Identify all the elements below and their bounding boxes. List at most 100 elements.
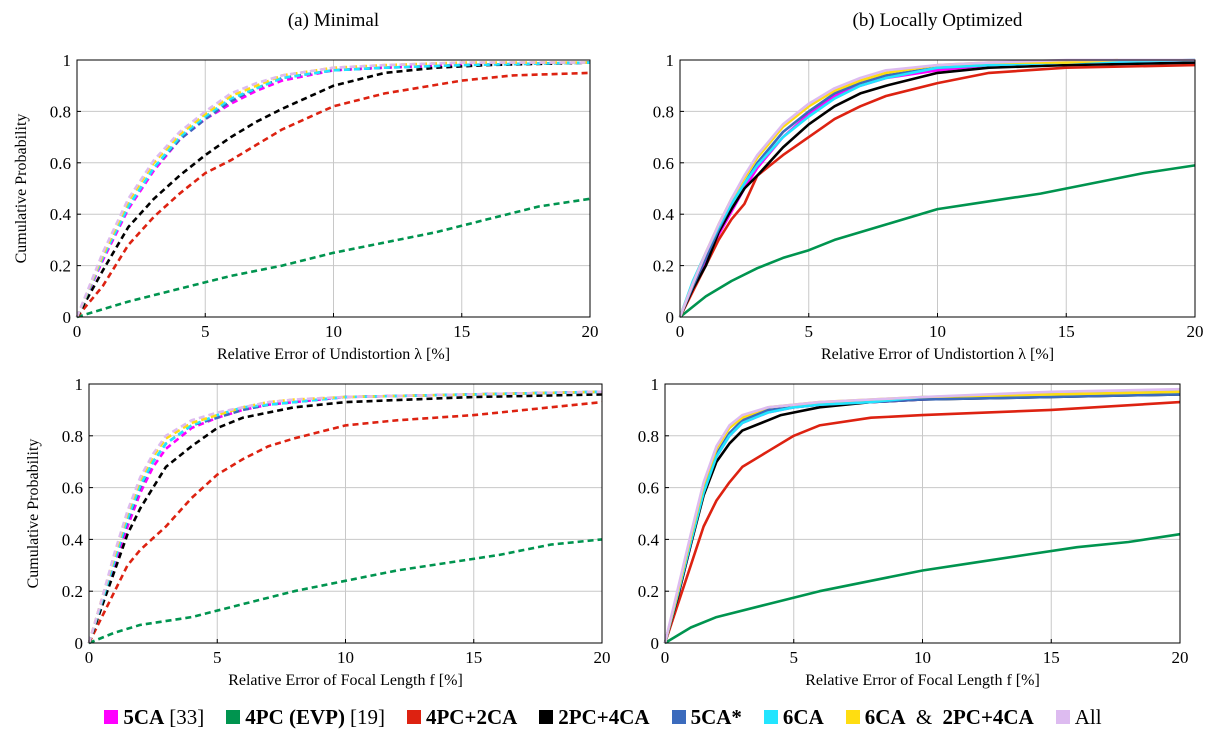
series-line-4pc-2ca <box>678 63 1196 318</box>
series-line-4pc-2ca <box>87 400 603 644</box>
x-axis-label: Relative Error of Focal Length f [%] <box>228 672 463 689</box>
legend-item-5ca: 5CA [33] <box>104 705 204 730</box>
y-tick-label: 1 <box>651 375 660 394</box>
x-tick-label: 5 <box>790 648 799 667</box>
x-tick-label: 0 <box>661 648 670 667</box>
y-tick-label: 0.8 <box>653 102 674 121</box>
legend-item-6ca-and-2pc-4ca: 6CA & 2PC+4CA <box>845 704 1034 730</box>
y-tick-label: 0.6 <box>62 479 83 498</box>
legend-label-2: 2PC+4CA <box>942 704 1034 729</box>
legend-item-2pc-4ca: 2PC+4CA <box>539 705 650 730</box>
legend-swatch <box>763 710 778 724</box>
legend-ref: [33] <box>169 704 205 729</box>
legend-item-6ca: 6CA <box>763 704 824 730</box>
y-tick-label: 0.4 <box>638 530 660 549</box>
x-tick-label: 15 <box>1043 648 1060 667</box>
panel-title: (a) Minimal <box>288 10 379 31</box>
y-tick-label: 0.4 <box>653 205 675 224</box>
panel-d-optimized-focal-length: 0 5 10 15 20 0 0.2 0.4 0.6 0.8 1 Relative Error of … <box>638 375 1189 689</box>
legend-swatch <box>845 710 860 724</box>
legend-label: 6CA <box>782 704 824 729</box>
x-axis-label: Relative Error of Focal Length f [%] <box>805 672 1040 689</box>
series-line-4pc-evp- <box>664 532 1181 645</box>
legend-label: 4PC+2CA <box>425 704 518 729</box>
series-line-4pc-evp- <box>88 538 603 645</box>
legend-item-4pc-2ca: 4PC+2CA <box>406 704 518 730</box>
y-tick-label: 0.4 <box>50 205 72 224</box>
series-line-2pc-4ca <box>678 61 1196 318</box>
legend-ampersand: & <box>910 704 938 729</box>
x-tick-label: 5 <box>805 322 814 341</box>
x-tick-label: 5 <box>201 322 210 341</box>
series-line-4pc-2ca <box>76 71 591 318</box>
legend: 5CA [33] 4PC (EVP) [19] 4PC+2CA 2PC+4CA … <box>0 703 1206 731</box>
panel-title: (b) Locally Optimized <box>853 10 1023 31</box>
x-tick-label: 15 <box>1058 322 1075 341</box>
y-tick-label: 0 <box>651 634 660 653</box>
legend-label: 5CA <box>123 704 165 729</box>
series-line-all <box>678 58 1195 318</box>
series-line-6ca <box>87 390 603 644</box>
legend-item-all: All <box>1055 704 1102 730</box>
series-line-all <box>663 387 1181 644</box>
y-tick-label: 0.2 <box>638 582 659 601</box>
x-axis-label: Relative Error of Undistortion λ [%] <box>217 346 450 363</box>
y-axis-label: Cumulative Probability <box>13 114 30 264</box>
x-axis-label: Relative Error of Undistortion λ [%] <box>821 346 1054 363</box>
panel-c-minimal-focal-length: 0 5 10 15 20 0 0.2 0.4 0.6 0.8 1 Relative Error of … <box>25 375 611 689</box>
y-tick-label: 0.2 <box>62 582 83 601</box>
y-tick-label: 1 <box>63 51 72 70</box>
panel-a-minimal-undistortion: 0 5 10 15 20 0 0.2 0.4 0.6 0.8 1 Relative Error of … <box>13 10 599 363</box>
legend-item-4pc-evp: 4PC (EVP) [19] <box>226 705 385 730</box>
y-tick-label: 0.2 <box>653 257 674 276</box>
series-line-2pc-4ca <box>75 61 591 318</box>
legend-swatch <box>406 710 421 724</box>
y-axis-label: Cumulative Probability <box>25 439 42 589</box>
y-tick-label: 0.8 <box>50 102 71 121</box>
x-tick-label: 20 <box>1187 322 1204 341</box>
series-line-4pc-evp- <box>76 197 591 319</box>
series-line-4pc-evp- <box>679 164 1196 319</box>
y-tick-label: 0.2 <box>50 257 71 276</box>
series-line-6ca <box>75 61 591 318</box>
legend-swatch <box>226 710 241 724</box>
legend-label: 6CA <box>864 704 906 729</box>
legend-swatch <box>671 710 686 724</box>
legend-ref: [19] <box>349 704 385 729</box>
series-line-2pc-4ca <box>87 393 603 644</box>
y-tick-label: 1 <box>75 375 84 394</box>
legend-swatch <box>104 710 119 724</box>
x-tick-label: 15 <box>465 648 482 667</box>
legend-label: All <box>1074 704 1102 729</box>
legend-label: 4PC (EVP) <box>245 704 345 729</box>
y-tick-label: 1 <box>666 51 675 70</box>
series-line-all <box>75 61 590 318</box>
x-tick-label: 20 <box>1172 648 1189 667</box>
panel-b-optimized-undistortion: 0 5 10 15 20 0 0.2 0.4 0.6 0.8 1 Relative Error of … <box>653 10 1204 363</box>
y-tick-label: 0.8 <box>638 427 659 446</box>
y-tick-label: 0.4 <box>62 530 84 549</box>
x-tick-label: 15 <box>453 322 470 341</box>
x-tick-label: 20 <box>594 648 611 667</box>
y-tick-label: 0.6 <box>638 479 659 498</box>
x-tick-label: 10 <box>325 322 342 341</box>
legend-swatch <box>539 710 554 724</box>
x-tick-label: 20 <box>582 322 599 341</box>
y-tick-label: 0.8 <box>62 427 83 446</box>
series-line-all <box>87 390 603 644</box>
x-tick-label: 0 <box>73 322 82 341</box>
legend-swatch <box>1055 710 1070 724</box>
y-tick-label: 0.6 <box>653 154 674 173</box>
y-tick-label: 0 <box>75 634 84 653</box>
y-tick-label: 0 <box>666 308 675 327</box>
y-tick-label: 0 <box>63 308 72 327</box>
y-tick-label: 0.6 <box>50 154 71 173</box>
legend-item-5ca-star: 5CA* <box>671 704 742 730</box>
x-tick-label: 10 <box>914 648 931 667</box>
x-tick-label: 5 <box>213 648 222 667</box>
legend-label: 5CA* <box>690 704 742 729</box>
series-line-4pc-2ca <box>663 400 1181 644</box>
x-tick-label: 0 <box>676 322 685 341</box>
x-tick-label: 10 <box>337 648 354 667</box>
